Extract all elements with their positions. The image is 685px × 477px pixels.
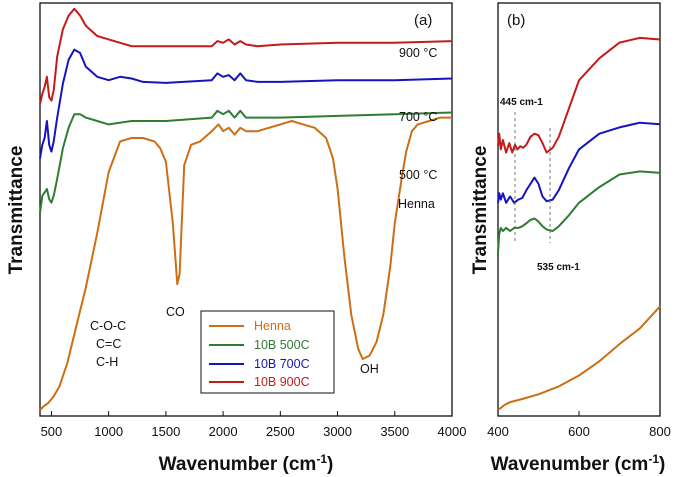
x-tick-label-b-400: 400 [487,424,509,439]
panel-b-frame [497,2,661,417]
series-line-a-10b-500c [39,109,453,213]
panel-b-label: (b) [507,12,525,29]
annotation-445: 445 cm-1 [500,97,543,108]
x-tick-label-a-500: 500 [41,424,63,439]
annotation-coc: C-O-C [90,319,126,333]
series-label-500: 500 °C [399,168,437,182]
panel-b-x-ticks: 400 600 800 [487,411,671,439]
series-label-henna: Henna [398,197,435,211]
annotation-ch: C-H [96,355,118,369]
legend-entry-500: 10B 500C [254,338,310,352]
panel-a-series [39,7,453,411]
x-tick-label-b-600: 600 [568,424,590,439]
x-tick-label-a-4000: 4000 [438,424,467,439]
legend-entry-henna: Henna [254,319,291,333]
annotation-cc: C=C [96,337,121,351]
series-line-a-10b-900c [39,7,453,105]
x-tick-label-a-1000: 1000 [94,424,123,439]
legend-entry-900: 10B 900C [254,375,310,389]
legend-box [200,310,335,394]
legend-entry-700: 10B 700C [254,357,310,371]
series-line-b-10b-700c [497,121,661,204]
series-label-900: 900 °C [399,46,437,60]
legend: Henna 10B 500C 10B 700C 10B 900C [200,310,335,394]
annotation-535: 535 cm-1 [537,262,580,273]
annotation-oh: OH [360,362,379,376]
x-tick-label-a-1500: 1500 [151,424,180,439]
series-line-a-10b-700c [39,48,453,159]
panel-b-xlabel: Wavenumber (cm-1) [491,452,666,475]
panel-a-x-ticks: 500 1000 1500 2000 2500 3000 3500 4000 [41,411,467,439]
series-line-b-10b-500c [497,170,661,254]
panel-a-label: (a) [414,12,432,29]
annotation-co: CO [166,305,185,319]
panel-a-xlabel-sup: -1 [316,452,327,466]
x-tick-label-a-3500: 3500 [380,424,409,439]
panel-b-xlabel-sup: -1 [648,452,659,466]
x-tick-label-a-2500: 2500 [266,424,295,439]
series-line-a-henna [39,116,452,411]
x-tick-label-a-2000: 2000 [209,424,238,439]
x-tick-label-a-3000: 3000 [323,424,352,439]
panel-b-series [497,36,661,411]
series-line-b-10b-900c [497,36,661,154]
panel-a-xlabel: Wavenumber (cm-1) [159,452,334,475]
x-tick-label-b-800: 800 [649,424,671,439]
panel-b-ylabel: Transmittance [470,146,491,275]
series-line-b-henna [497,305,661,411]
panel-a-ylabel: Transmittance [6,146,27,275]
series-label-700: 700 °C [399,110,437,124]
